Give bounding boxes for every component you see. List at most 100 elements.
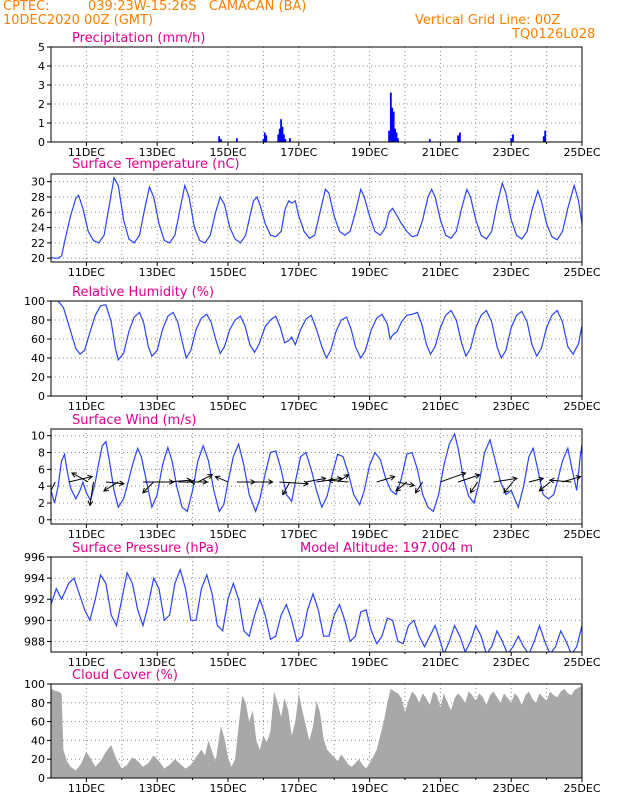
cloud-area [51,685,582,778]
data-layer [51,176,582,259]
data-layer [51,567,582,652]
data-layer [51,301,582,362]
x-tick-label: 19DEC [351,782,388,795]
y-tick-label: 60 [31,333,45,346]
y-tick-label: 10 [31,430,45,443]
x-tick-label: 11DEC [68,782,105,795]
wind-vector [548,477,572,484]
y-tick-label: 4 [38,480,45,493]
x-tick-label: 19DEC [351,528,388,541]
wind-vector [87,481,94,507]
precip-bar [289,138,291,142]
data-layer [218,92,547,142]
x-tick-label: 19DEC [351,656,388,669]
precip-bar [278,128,281,142]
precip-bar [281,126,284,142]
x-tick-label: 15DEC [209,782,246,795]
x-tick-label: 23DEC [493,266,530,279]
y-tick-label: 22 [31,237,45,250]
panel-annotation: Model Altitude: 197.004 m [300,541,473,556]
data-layer [51,432,582,514]
precip-bar [280,119,282,142]
y-tick-label: 24 [31,222,45,235]
x-tick-label: 15DEC [209,146,246,159]
wind-vector [282,481,291,496]
x-tick-label: 13DEC [139,656,176,669]
wind-vector [327,477,349,484]
x-tick-label: 21DEC [422,266,459,279]
x-tick-label: 13DEC [139,266,176,279]
y-tick-label: 3 [38,79,45,92]
precip-bar [458,132,461,142]
panel-6: 0 20 40 60 80 100 11DEC 13DEC 15DEC 17DEC 19DEC 21D… [24,668,601,795]
x-tick-label: 15DEC [209,400,246,413]
x-tick-label: 19DEC [351,266,388,279]
precip-bar [277,134,280,142]
x-tick-label: 13DEC [139,400,176,413]
y-tick-label: 100 [24,295,45,308]
y-tick-label: 26 [31,206,45,219]
panel-frame [50,46,583,143]
precip-bar [428,139,431,142]
panel-title: Cloud Cover (%) [72,668,178,683]
precip-bar [220,139,222,142]
y-tick-label: 4 [38,60,45,73]
series-line [51,176,582,259]
x-tick-label: 11DEC [68,146,105,159]
y-tick-label: 990 [24,614,45,627]
precip-bar [283,134,285,142]
x-tick-label: 17DEC [280,146,317,159]
y-tick-label: 80 [31,697,45,710]
precip-bar [389,92,392,142]
panel-4: 0 2 4 6 8 10 11DEC 13DEC 15DEC 17DEC 19DEC 21DEC 23D… [31,413,601,541]
panel-2: 20 22 24 26 28 30 11DEC 13DEC 15DEC 17DEC 19DEC 21D… [31,157,601,279]
wind-vector [493,476,518,483]
wind-vector [528,476,545,483]
panel-title: Precipitation (mm/h) [72,31,205,46]
panel-1: 0 1 2 3 4 5 11DEC 13DEC 15DEC 17DEC 19DEC 21DEC 23DE… [38,31,601,159]
y-tick-label: 2 [38,497,45,510]
x-tick-label: 25DEC [563,528,600,541]
x-tick-label: 11DEC [68,528,105,541]
precip-bar [510,138,513,142]
panel-title: Surface Pressure (hPa) [72,541,219,556]
wind-vector [395,481,408,492]
x-tick-label: 25DEC [563,266,600,279]
y-tick-label: 0 [38,772,45,785]
x-tick-label: 13DEC [139,146,176,159]
wind-vector [538,481,551,492]
header-source: CPTEC: [3,0,50,14]
wind-vector [440,471,467,483]
wind-vector [51,481,56,492]
x-tick-label: 25DEC [563,400,600,413]
precip-bar [265,135,268,142]
x-tick-label: 11DEC [68,400,105,413]
wind-vector [142,481,155,494]
x-tick-label: 21DEC [422,528,459,541]
y-tick-label: 5 [38,41,45,54]
panel-frame [50,683,583,779]
y-tick-label: 2 [38,98,45,111]
y-tick-label: 30 [31,176,45,189]
wind-vector [197,474,214,483]
y-tick-label: 8 [38,447,45,460]
panel-frame [50,428,583,525]
x-tick-label: 17DEC [280,528,317,541]
panel-frame [50,556,583,653]
precip-bar [392,111,395,142]
x-tick-label: 25DEC [563,146,600,159]
header-grid-note: Vertical Grid Line: 00Z [415,13,561,28]
y-tick-label: 1 [38,117,45,130]
wind-vector [189,479,209,485]
precip-bar [218,136,221,142]
precip-bar [388,130,390,142]
x-tick-label: 21DEC [422,656,459,669]
x-tick-label: 23DEC [493,782,530,795]
panel-title: Surface Wind (m/s) [72,413,196,428]
x-tick-label: 23DEC [493,400,530,413]
wind-vector [457,473,481,483]
wind-vector [68,474,94,483]
x-tick-label: 25DEC [563,782,600,795]
y-tick-label: 988 [24,635,45,648]
